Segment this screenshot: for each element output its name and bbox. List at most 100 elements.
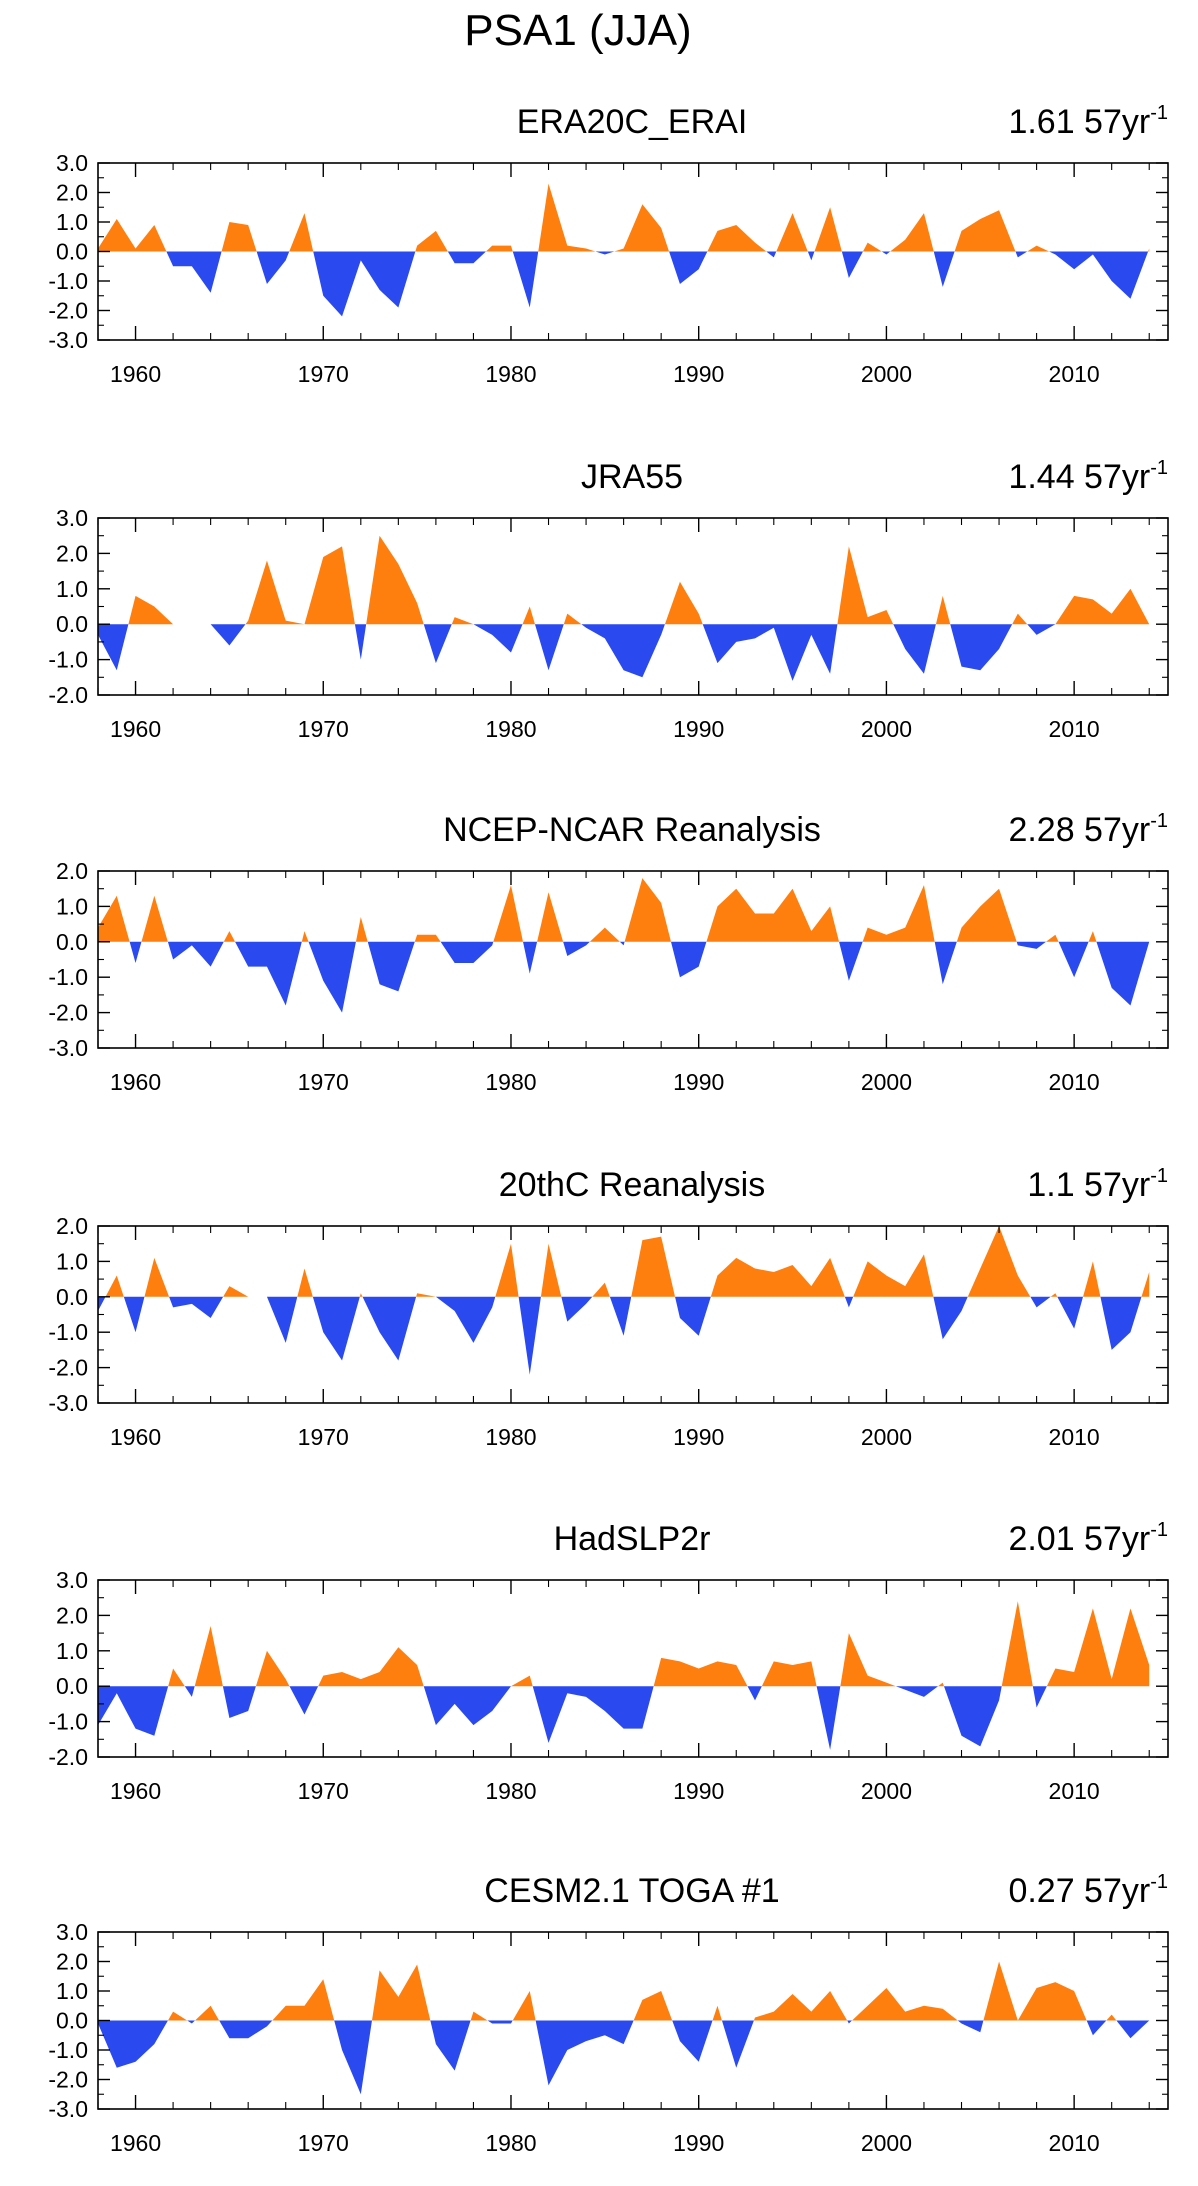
panel-title: 20thC Reanalysis: [499, 1166, 765, 1204]
y-tick-label: -3.0: [48, 327, 88, 353]
y-tick-label: 0.0: [56, 611, 88, 637]
trend-stat: 1.61 57yr-1: [1008, 102, 1168, 141]
x-tick-label: 1970: [298, 2130, 349, 2156]
panel-title: HadSLP2r: [554, 1520, 711, 1558]
y-tick-label: 0.0: [56, 239, 88, 265]
x-tick-label: 1970: [298, 716, 349, 742]
y-tick-label: 3.0: [56, 150, 88, 176]
y-tick-label: -2.0: [48, 298, 88, 324]
trend-stat-exponent: -1: [1150, 810, 1168, 832]
y-tick-label: -2.0: [48, 1000, 88, 1026]
y-tick-label: 0.0: [56, 2008, 88, 2034]
y-tick-label: 3.0: [56, 505, 88, 531]
panel-title: NCEP-NCAR Reanalysis: [443, 811, 821, 849]
panel-title: CESM2.1 TOGA #1: [484, 1872, 779, 1910]
panel-title: ERA20C_ERAI: [517, 103, 748, 141]
x-tick-label: 2000: [861, 2130, 912, 2156]
trend-stat-value: 2.01 57yr: [1008, 1520, 1150, 1558]
negative-area: [98, 624, 1150, 681]
y-tick-label: 2.0: [56, 1949, 88, 1975]
trend-stat: 2.01 57yr-1: [1008, 1519, 1168, 1558]
negative-area: [98, 1686, 1150, 1750]
y-tick-label: -2.0: [48, 2067, 88, 2093]
x-tick-label: 2010: [1049, 1069, 1100, 1095]
trend-stat: 1.1 57yr-1: [1027, 1165, 1168, 1204]
x-tick-label: 2000: [861, 716, 912, 742]
trend-stat-exponent: -1: [1150, 102, 1168, 124]
x-tick-label: 1970: [298, 1424, 349, 1450]
panel-5: HadSLP2r 2.01 57yr-1 3.0 2.0 1.0 0.0 -1.0 -2.0 1…: [48, 1519, 1169, 1804]
x-tick-label: 1970: [298, 1778, 349, 1804]
y-tick-label: -1.0: [48, 1709, 88, 1735]
x-tick-label: 1980: [485, 1069, 536, 1095]
y-tick-label: -1.0: [48, 2037, 88, 2063]
positive-area: [98, 1601, 1150, 1687]
x-tick-label: 2010: [1049, 1424, 1100, 1450]
trend-stat-exponent: -1: [1150, 457, 1168, 479]
x-tick-label: 1990: [673, 2130, 724, 2156]
panel-title: JRA55: [581, 458, 683, 496]
y-tick-label: 1.0: [56, 1248, 88, 1274]
y-tick-label: 0.0: [56, 1673, 88, 1699]
x-tick-label: 1990: [673, 1424, 724, 1450]
y-tick-label: 1.0: [56, 576, 88, 602]
trend-stat: 1.44 57yr-1: [1008, 457, 1168, 496]
x-tick-label: 1960: [110, 1069, 161, 1095]
y-tick-label: 2.0: [56, 540, 88, 566]
x-tick-label: 2000: [861, 1778, 912, 1804]
x-tick-label: 1990: [673, 716, 724, 742]
x-tick-label: 1980: [485, 1424, 536, 1450]
x-tick-label: 1960: [110, 716, 161, 742]
panel-3: NCEP-NCAR Reanalysis 2.28 57yr-1 2.0 1.0 0.0…: [48, 810, 1169, 1095]
y-tick-label: 3.0: [56, 1567, 88, 1593]
x-tick-label: 1960: [110, 2130, 161, 2156]
x-tick-label: 2000: [861, 361, 912, 387]
y-tick-label: 2.0: [56, 1213, 88, 1239]
y-tick-label: -1.0: [48, 268, 88, 294]
trend-stat-exponent: -1: [1150, 1871, 1168, 1893]
trend-stat-exponent: -1: [1150, 1165, 1168, 1187]
negative-area: [98, 2020, 1150, 2095]
x-tick-label: 1980: [485, 716, 536, 742]
y-tick-label: 1.0: [56, 1978, 88, 2004]
x-tick-label: 2010: [1049, 716, 1100, 742]
x-tick-label: 1980: [485, 2130, 536, 2156]
x-tick-label: 1960: [110, 361, 161, 387]
x-tick-label: 2000: [861, 1069, 912, 1095]
y-tick-label: -2.0: [48, 1355, 88, 1381]
x-tick-label: 1980: [485, 1778, 536, 1804]
y-tick-label: -3.0: [48, 1035, 88, 1061]
x-tick-label: 2000: [861, 1424, 912, 1450]
y-tick-label: 2.0: [56, 858, 88, 884]
y-tick-label: 1.0: [56, 209, 88, 235]
x-tick-label: 1980: [485, 361, 536, 387]
y-tick-label: 1.0: [56, 1638, 88, 1664]
y-tick-label: -3.0: [48, 1390, 88, 1416]
x-tick-label: 2010: [1049, 1778, 1100, 1804]
x-tick-label: 1990: [673, 1069, 724, 1095]
y-tick-label: 2.0: [56, 180, 88, 206]
trend-stat-exponent: -1: [1150, 1519, 1168, 1541]
negative-area: [98, 251, 1150, 317]
y-tick-label: -1.0: [48, 1319, 88, 1345]
x-tick-label: 1970: [298, 361, 349, 387]
y-tick-label: 1.0: [56, 893, 88, 919]
y-tick-label: 3.0: [56, 1919, 88, 1945]
panel-1: ERA20C_ERAI 1.61 57yr-1 3.0 2.0 1.0 0.0 -1.0 -2…: [48, 102, 1169, 387]
positive-area: [98, 183, 1150, 252]
trend-stat-value: 1.61 57yr: [1008, 103, 1150, 141]
positive-area: [98, 878, 1150, 942]
y-tick-label: 2.0: [56, 1602, 88, 1628]
x-tick-label: 1960: [110, 1778, 161, 1804]
trend-stat-value: 1.44 57yr: [1008, 458, 1150, 496]
x-tick-label: 1960: [110, 1424, 161, 1450]
trend-stat-value: 0.27 57yr: [1008, 1872, 1150, 1910]
positive-area: [98, 535, 1150, 625]
x-tick-label: 1990: [673, 1778, 724, 1804]
panel-4: 20thC Reanalysis 1.1 57yr-1 2.0 1.0 0.0 -1.0 -…: [48, 1165, 1169, 1450]
x-tick-label: 1970: [298, 1069, 349, 1095]
x-tick-label: 2010: [1049, 2130, 1100, 2156]
y-tick-label: 0.0: [56, 1284, 88, 1310]
positive-area: [98, 1226, 1150, 1297]
